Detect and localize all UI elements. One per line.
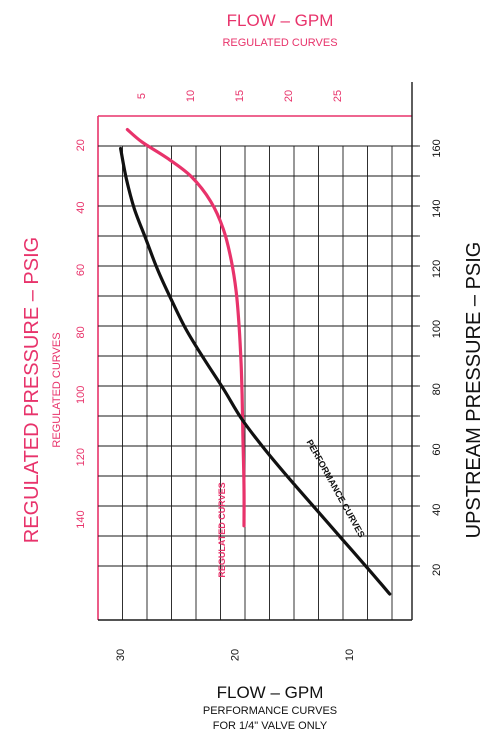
right-tick-label: 20 (431, 564, 443, 576)
left-axis-sublabel: REGULATED CURVES (51, 332, 63, 447)
right-tick-label: 60 (431, 443, 443, 455)
regulated-curves-label: REGULATED CURVES (217, 482, 227, 577)
left-tick-label: 60 (75, 264, 87, 276)
left-tick-label: 40 (75, 201, 87, 213)
right-tick-label: 100 (431, 320, 443, 338)
bottom-axis-title: FLOW – GPM (217, 683, 324, 702)
chart-grid (97, 82, 420, 621)
performance-curve-line (119, 146, 392, 596)
right-axis-label: UPSTREAM PRESSURE – PSIG (463, 242, 485, 539)
top-tick-label: 25 (332, 90, 344, 102)
right-tick-label: 120 (431, 260, 443, 278)
bottom-tick-label: 10 (344, 649, 356, 661)
top-tick-label: 5 (136, 93, 148, 99)
left-tick-label: 80 (75, 326, 87, 338)
chart-title: FLOW – GPM (227, 11, 334, 30)
top-tick-label: 15 (234, 90, 246, 102)
left-tick-label: 100 (75, 386, 87, 404)
right-tick-label: 80 (431, 383, 443, 395)
bottom-axis-subtitle-2: FOR 1/4" VALVE ONLY (213, 720, 328, 732)
right-tick-label: 40 (431, 504, 443, 516)
series-layer (119, 128, 392, 596)
bottom-tick-label: 30 (115, 649, 127, 661)
left-tick-label: 120 (75, 448, 87, 466)
left-tick-label: 140 (75, 510, 87, 528)
tick-labels: 5 10 15 20 25 20 40 60 80 100 120 140 20 40 60 80 100 120… (75, 90, 443, 661)
bottom-tick-label: 20 (230, 649, 242, 661)
top-tick-label: 10 (185, 90, 197, 102)
right-tick-label: 140 (431, 200, 443, 218)
left-axis-label: REGULATED PRESSURE – PSIG (21, 237, 43, 543)
top-tick-label: 20 (283, 90, 295, 102)
right-tick-label: 160 (431, 139, 443, 157)
performance-curves-label: PERFORMANCE CURVES (304, 438, 366, 539)
regulated-curve-line (125, 128, 246, 528)
left-tick-label: 20 (75, 139, 87, 151)
chart-subtitle: REGULATED CURVES (222, 37, 337, 49)
bottom-axis-subtitle-1: PERFORMANCE CURVES (203, 705, 337, 717)
